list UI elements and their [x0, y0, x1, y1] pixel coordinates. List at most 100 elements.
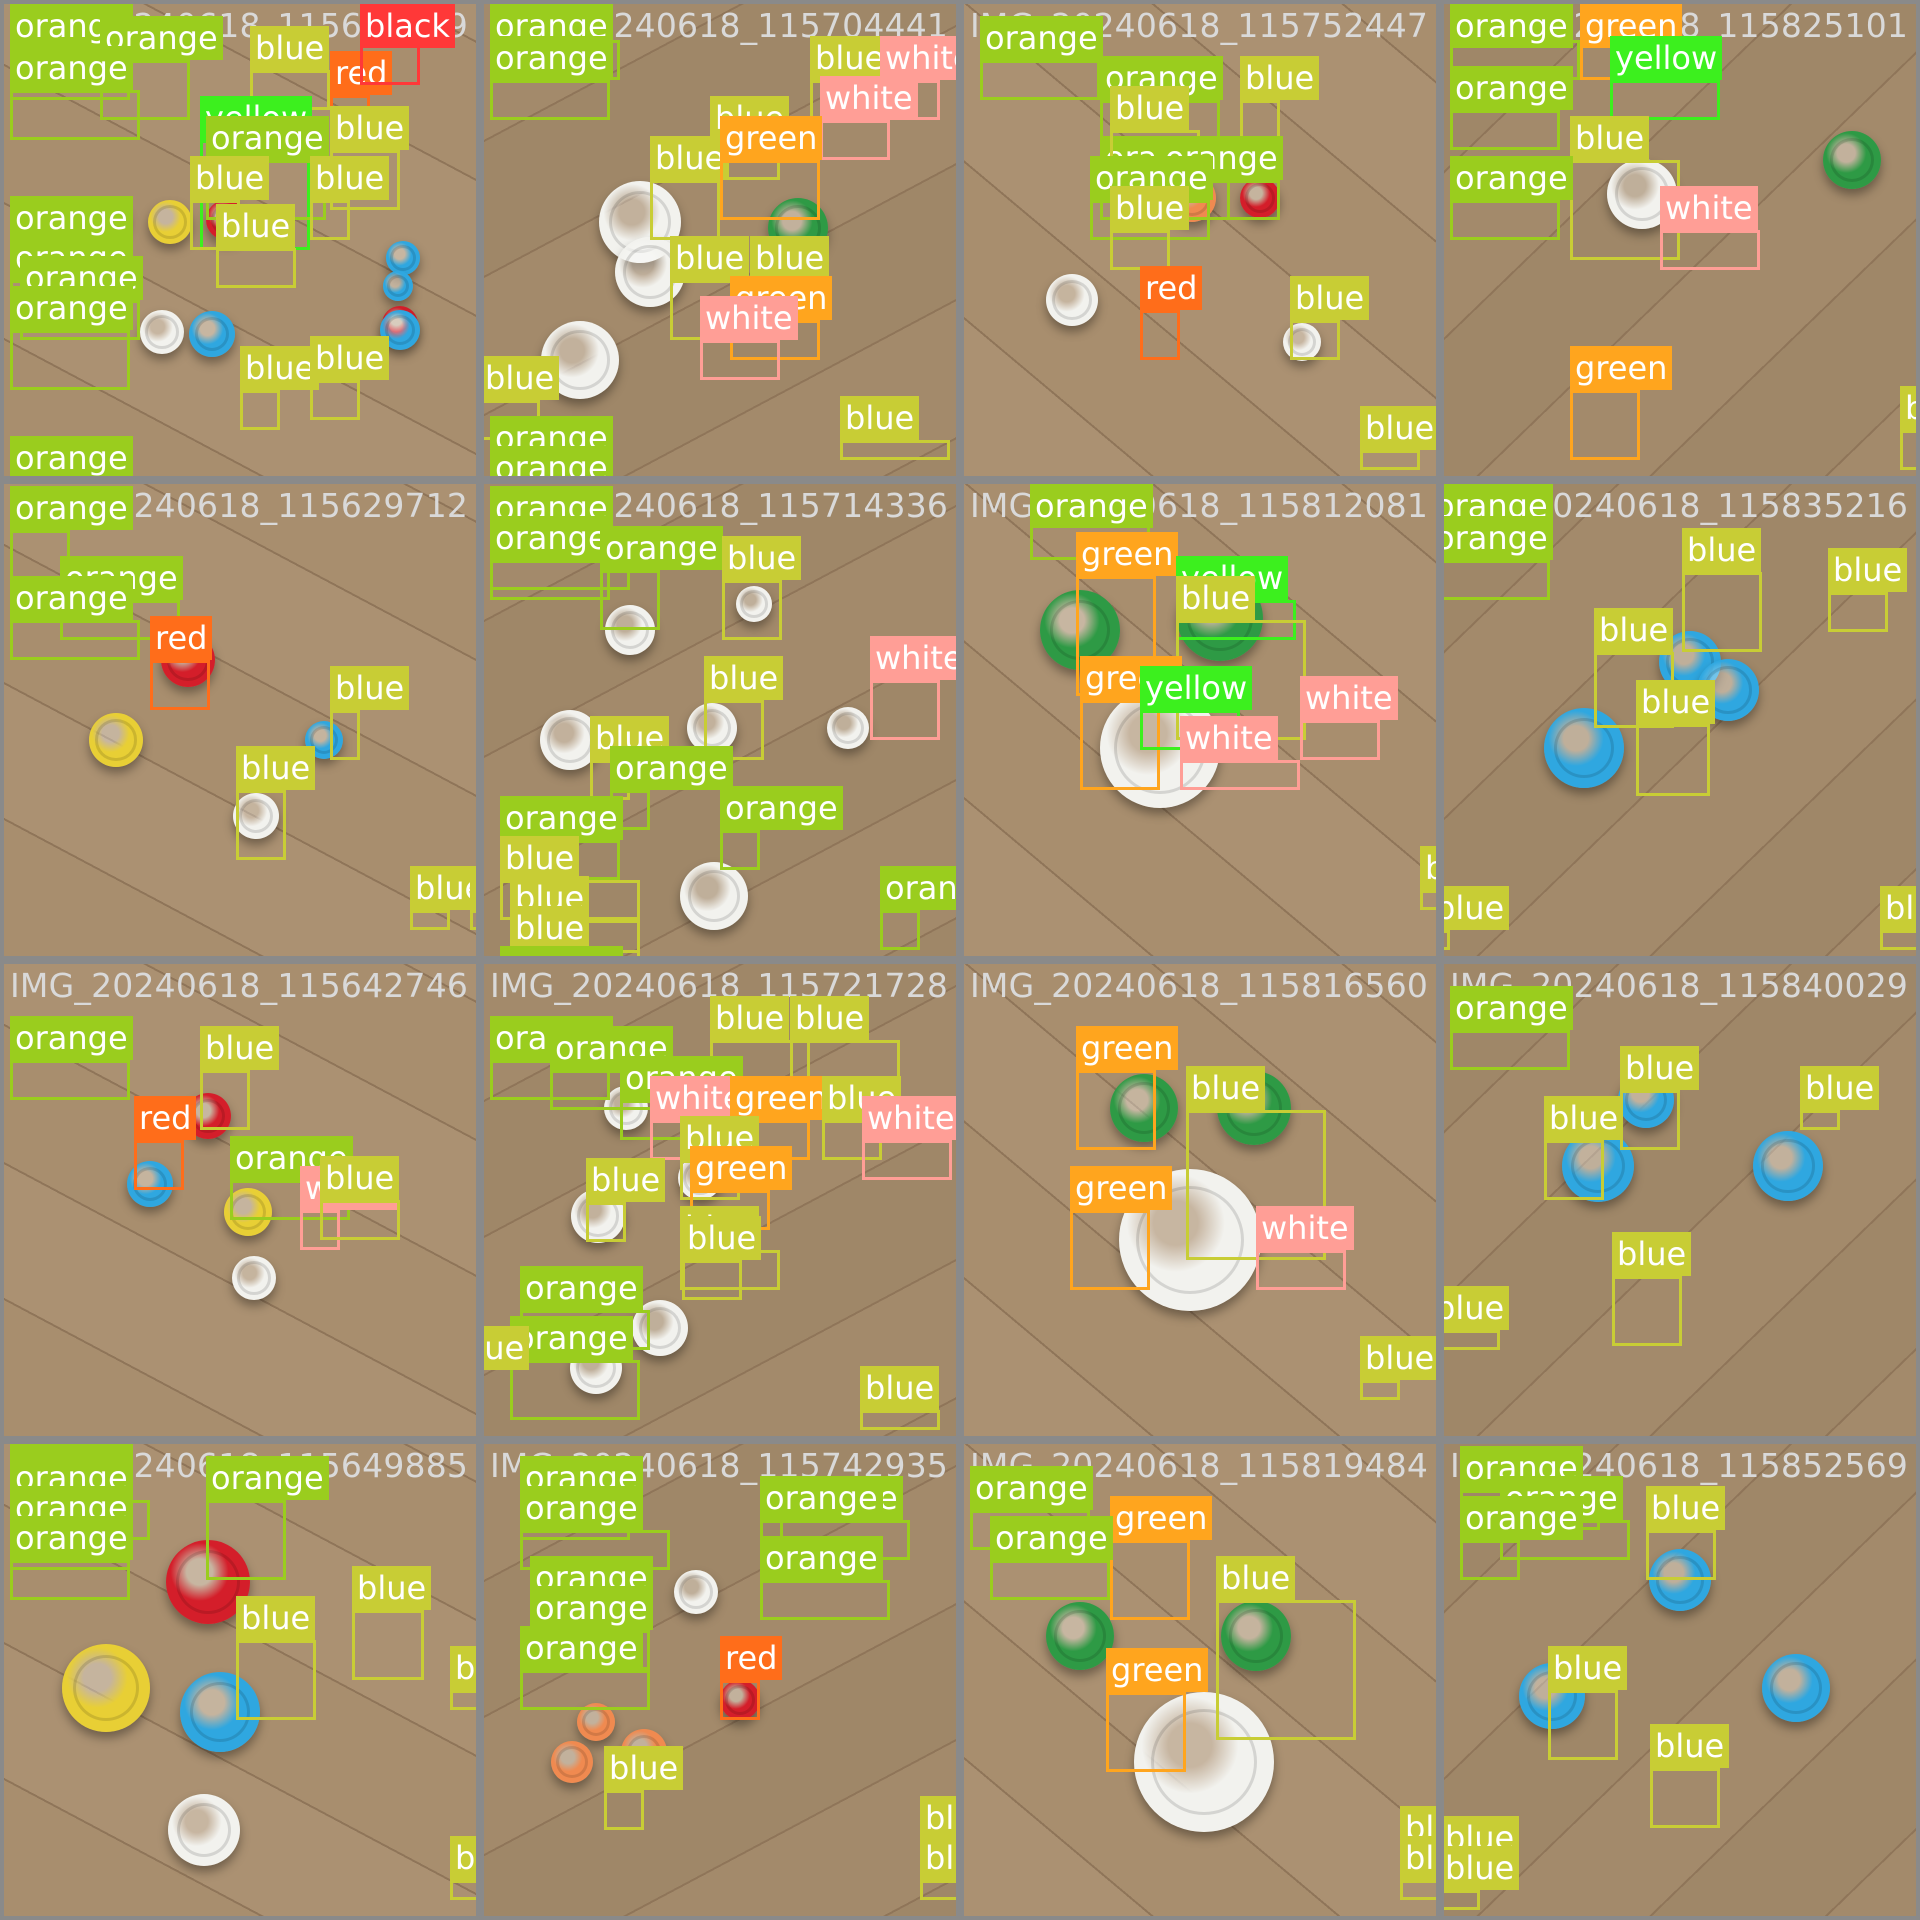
detection-label: blue — [1444, 886, 1510, 930]
detection-box — [470, 910, 476, 930]
detection-box — [1612, 1276, 1682, 1346]
detection-label: white — [700, 296, 798, 340]
detection-box — [860, 1410, 940, 1430]
detection-label: orange — [600, 526, 723, 570]
detection-box — [760, 1580, 890, 1620]
detection-label: orange — [760, 1536, 883, 1580]
detection-label: blue — [920, 1836, 956, 1880]
detection-box — [10, 90, 140, 140]
detection-label: white — [1256, 1206, 1354, 1250]
green-bottle-cap — [1110, 1074, 1178, 1142]
detection-label: green — [1106, 1648, 1209, 1692]
yellow-bottle-cap — [148, 200, 192, 244]
detection-label: orange — [10, 286, 133, 330]
detection-box — [1900, 430, 1916, 470]
detection-box — [1110, 1540, 1190, 1620]
detection-label: blue — [704, 656, 784, 700]
detection-box — [1548, 1690, 1618, 1760]
detection-label: orange — [760, 1476, 883, 1520]
detection-box — [450, 1880, 476, 1900]
detection-label: blue — [352, 1566, 432, 1610]
detection-label: blue — [1594, 608, 1674, 652]
blue-bottle-cap — [386, 241, 420, 275]
detection-label: orange — [206, 116, 329, 160]
detection-box — [10, 620, 140, 660]
white-bottle-cap — [1283, 323, 1321, 361]
detection-label: orange — [10, 1516, 133, 1560]
detection-label: white — [1660, 186, 1758, 230]
detection-label: orange — [1450, 4, 1573, 48]
detection-label: orange — [490, 446, 613, 476]
detection-box — [1828, 592, 1888, 632]
detection-label: blue — [1828, 548, 1908, 592]
detection-box — [1450, 1030, 1570, 1070]
detection-label: blue — [1570, 116, 1650, 160]
detection-label: white — [1300, 676, 1398, 720]
detection-label: blue — [1110, 186, 1190, 230]
detection-label: orange — [490, 36, 613, 80]
detection-box — [1110, 230, 1170, 270]
detection-label: orange — [490, 516, 613, 560]
detection-box — [1360, 450, 1420, 470]
image-tile: IMG_20240618_115835216 orange orange blue bl… — [1444, 484, 1916, 956]
blue-bottle-cap — [1649, 1549, 1711, 1611]
white-bottle-cap — [687, 703, 737, 753]
blue-bottle-cap — [1762, 1654, 1830, 1722]
detection-label: blue — [484, 356, 560, 400]
detection-box — [240, 390, 280, 430]
detection-box — [1106, 1692, 1186, 1772]
detection-label: blue — [1612, 1232, 1692, 1276]
detection-label: orange — [1450, 156, 1573, 200]
detection-label: green — [1070, 1166, 1173, 1210]
detection-label: orange — [520, 1626, 643, 1670]
detection-label: blue — [710, 996, 790, 1040]
detection-label: green — [1570, 346, 1673, 390]
detection-box — [820, 120, 890, 160]
detection-box — [1256, 1250, 1346, 1290]
blue-bottle-cap — [1544, 708, 1624, 788]
image-tile: IMG_20240618_115819484 orange green orange b… — [964, 1444, 1436, 1916]
wood-floor-background — [4, 484, 476, 956]
detection-box — [310, 380, 360, 420]
red-bottle-cap — [1240, 178, 1280, 218]
detection-box — [1444, 1330, 1500, 1350]
detection-label: orange — [1450, 66, 1573, 110]
blue-bottle-cap — [189, 311, 235, 357]
detection-box — [1180, 760, 1300, 790]
detection-box — [790, 1040, 900, 1080]
detection-box — [1444, 1890, 1480, 1910]
detection-label: white — [862, 1096, 956, 1140]
white-bottle-cap — [674, 1570, 718, 1614]
detection-label: green — [1076, 1026, 1179, 1070]
detection-box — [920, 1880, 956, 1900]
detection-box — [490, 560, 610, 600]
detection-box — [1636, 724, 1710, 796]
detection-box — [880, 910, 920, 950]
detection-label: blue — [1290, 276, 1370, 320]
detection-label: blue — [310, 156, 390, 200]
detection-box — [1660, 230, 1760, 270]
detection-label: blue — [450, 1836, 476, 1880]
detection-label: blue — [510, 906, 590, 950]
detection-label: green — [1076, 532, 1179, 576]
detection-box — [1300, 720, 1380, 760]
detection-label: blue — [670, 236, 750, 280]
detection-label: green — [690, 1146, 793, 1190]
image-filename: IMG_20240618_115642746 — [10, 966, 469, 1005]
white-bottle-cap — [1134, 1692, 1274, 1832]
detection-label: blue — [722, 536, 802, 580]
image-tile: IMG_20240618_115840029 orange blue blue blue… — [1444, 964, 1916, 1436]
detection-label: orange — [1444, 516, 1553, 560]
detection-label: orange — [206, 1456, 329, 1500]
detection-label: blue — [1900, 386, 1916, 430]
detection-box — [720, 1680, 760, 1720]
detection-label: orange — [720, 786, 843, 830]
detection-label: orange — [530, 1586, 653, 1630]
detection-box — [1544, 1140, 1604, 1200]
detection-box — [1444, 560, 1550, 600]
detection-box — [704, 700, 764, 760]
detection-box — [216, 248, 296, 288]
detection-label: blue — [450, 1646, 476, 1690]
detection-box — [520, 1670, 650, 1710]
detection-label: blue — [320, 1156, 400, 1200]
